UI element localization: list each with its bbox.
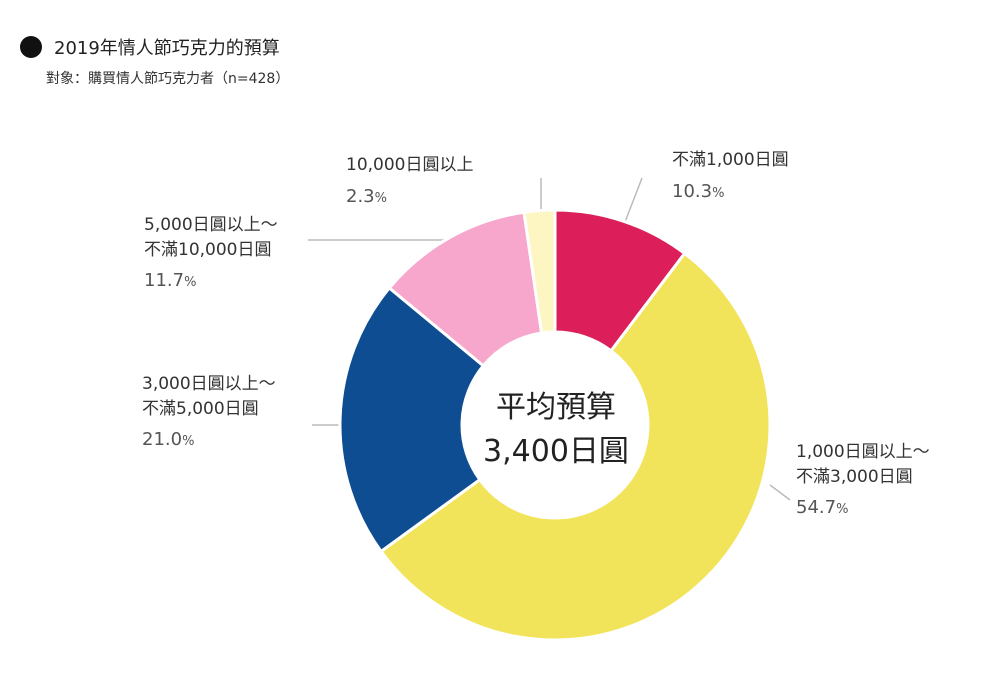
slice-label-3000-5000: 3,000日圓以上～ 不滿5,000日圓 21.0% (142, 372, 276, 453)
chart-subtitle: 對象：購買情人節巧克力者（n=428） (46, 71, 290, 87)
slice-label-text-2: 不滿3,000日圓 (796, 466, 913, 487)
slice-label-under-1000: 不滿1,000日圓 10.3% (672, 148, 789, 205)
center-label: 平均預算 (496, 390, 616, 425)
slice-percent: 11.7% (144, 270, 197, 292)
slice-label-5000-10000: 5,000日圓以上～ 不滿10,000日圓 11.7% (144, 213, 278, 294)
slice-1000-3000 (378, 251, 772, 642)
slice-label-text: 10,000日圓以上 (346, 155, 474, 175)
slice-label-text-2: 不滿10,000日圓 (144, 239, 272, 260)
slice-label-over-10000: 10,000日圓以上 2.3% (346, 153, 473, 210)
leader-line (624, 177, 643, 223)
chart-title: 2019年情人節巧克力的預算 (54, 38, 280, 59)
slice-label-text: 5,000日圓以上～ (144, 215, 278, 235)
slice-label-text-2: 不滿5,000日圓 (142, 398, 259, 419)
slice-label-text: 3,000日圓以上～ (142, 374, 276, 394)
slice-label-1000-3000: 1,000日圓以上～ 不滿3,000日圓 54.7% (796, 440, 930, 521)
bullet-icon (20, 36, 42, 58)
slice-label-text: 不滿1,000日圓 (672, 150, 789, 170)
chart-title-row: 2019年情人節巧克力的預算 (20, 34, 280, 60)
leader-line (769, 484, 791, 501)
slice-label-text: 1,000日圓以上～ (796, 442, 930, 462)
center-value: 3,400日圓 (483, 434, 629, 469)
slice-over-10000 (522, 208, 557, 335)
slice-3000-5000 (338, 285, 486, 554)
slice-percent: 54.7% (796, 497, 849, 519)
slice-percent: 2.3% (346, 185, 387, 207)
slice-percent: 10.3% (672, 180, 725, 202)
slice-percent: 21.0% (142, 429, 195, 451)
